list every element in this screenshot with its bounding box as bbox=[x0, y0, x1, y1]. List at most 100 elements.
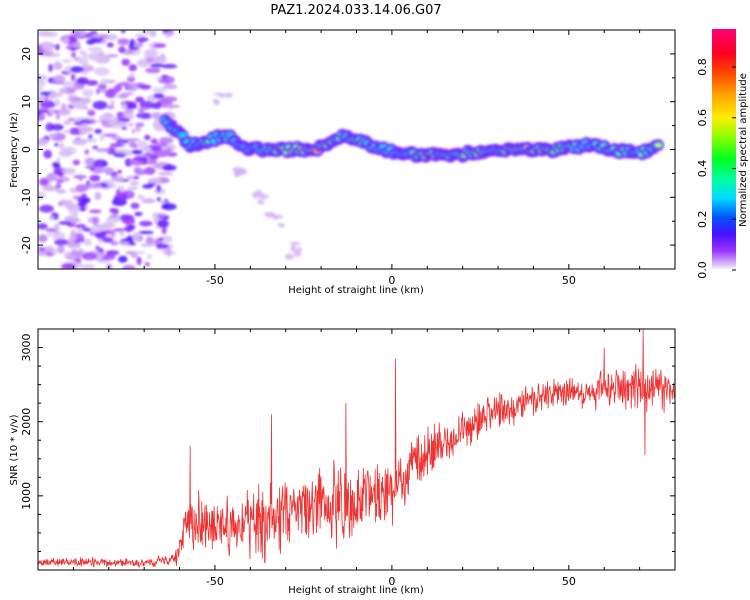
noise-blob bbox=[143, 49, 159, 57]
noise-blob bbox=[50, 124, 64, 131]
noise-blob bbox=[126, 105, 138, 109]
noise-blob bbox=[153, 43, 167, 48]
noise-blob bbox=[58, 142, 65, 150]
noise-blob bbox=[42, 245, 55, 252]
noise-blob bbox=[54, 98, 60, 107]
noise-blob bbox=[69, 47, 77, 51]
noise-blob bbox=[67, 94, 78, 103]
noise-blob bbox=[138, 230, 154, 235]
noise-blob bbox=[63, 129, 71, 134]
noise-blob bbox=[127, 224, 136, 230]
noise-blob bbox=[130, 202, 140, 209]
noise-blob bbox=[56, 157, 61, 163]
noise-blob bbox=[59, 199, 69, 206]
noise-blob bbox=[48, 63, 53, 72]
noise-blob bbox=[58, 88, 68, 94]
noise-blob bbox=[70, 229, 77, 239]
noise-blob bbox=[106, 217, 122, 223]
snr-x-label: Height of straight line (km) bbox=[288, 585, 424, 596]
noise-blob bbox=[126, 175, 134, 180]
noise-blob bbox=[83, 238, 92, 246]
noise-blob bbox=[109, 232, 117, 238]
noise-blob bbox=[162, 30, 169, 34]
noise-blob bbox=[84, 97, 92, 104]
noise-blob bbox=[139, 220, 153, 227]
noise-blob bbox=[61, 167, 76, 175]
y-tick-label: -10 bbox=[20, 188, 33, 206]
y-tick-label: -20 bbox=[20, 236, 33, 254]
spectrogram-heatmap bbox=[38, 30, 665, 269]
noise-blob bbox=[121, 30, 126, 34]
noise-blob bbox=[127, 82, 139, 92]
noise-blob bbox=[109, 183, 117, 188]
x-tick-label: 0 bbox=[388, 274, 395, 287]
noise-blob bbox=[66, 36, 78, 45]
x-tick-label: 0 bbox=[388, 575, 395, 588]
noise-blob bbox=[153, 92, 165, 99]
tail-blob bbox=[224, 92, 233, 98]
noise-blob bbox=[54, 223, 60, 232]
noise-blob bbox=[161, 226, 167, 235]
noise-blob bbox=[38, 234, 48, 243]
noise-blob bbox=[95, 245, 100, 250]
noise-blob bbox=[72, 85, 85, 90]
snr-frame bbox=[37, 328, 676, 571]
noise-blob bbox=[79, 206, 87, 212]
noise-blob bbox=[156, 197, 161, 202]
tail-blob bbox=[213, 92, 223, 96]
noise-blob bbox=[38, 95, 47, 101]
noise-blob bbox=[39, 91, 53, 96]
colorbar: 0.0 0.2 0.4 0.6 0.8 Normalized spectral ampl… bbox=[696, 29, 749, 279]
noise-blob bbox=[70, 42, 80, 47]
noise-blob bbox=[75, 184, 89, 193]
noise-blob bbox=[144, 166, 156, 175]
noise-blob bbox=[127, 122, 134, 127]
noise-blob bbox=[81, 263, 95, 269]
y-tick-label: 0 bbox=[20, 146, 33, 153]
noise-blob bbox=[82, 89, 94, 97]
noise-blob bbox=[150, 63, 165, 68]
noise-blob bbox=[109, 143, 124, 148]
noise-blob bbox=[89, 174, 101, 182]
noise-blob bbox=[165, 32, 172, 38]
colorbar-tick-label: 0.6 bbox=[696, 109, 709, 127]
noise-blob bbox=[146, 57, 154, 63]
noise-blob bbox=[89, 167, 95, 171]
noise-blob bbox=[92, 100, 108, 110]
noise-blob bbox=[156, 184, 162, 193]
noise-blob bbox=[110, 100, 115, 106]
noise-blob bbox=[49, 108, 56, 115]
noise-blob bbox=[119, 92, 134, 96]
noise-blob bbox=[39, 247, 46, 252]
noise-blob bbox=[129, 72, 135, 78]
noise-blob bbox=[129, 253, 138, 257]
noise-blob bbox=[55, 183, 62, 189]
noise-blob bbox=[70, 66, 84, 73]
noise-blob bbox=[117, 241, 131, 246]
noise-blob bbox=[92, 145, 99, 150]
noise-blob bbox=[158, 237, 164, 241]
noise-blob bbox=[121, 58, 130, 66]
tail-blob bbox=[256, 189, 262, 194]
noise-blob bbox=[39, 178, 49, 186]
noise-blob bbox=[152, 112, 163, 120]
noise-blob bbox=[95, 148, 111, 153]
noise-blob bbox=[71, 51, 76, 58]
spectrogram-blobs bbox=[38, 30, 665, 269]
noise-blob bbox=[63, 119, 72, 126]
x-tick-label: 50 bbox=[562, 575, 576, 588]
y-tick-label: 10 bbox=[20, 95, 33, 109]
noise-blob bbox=[49, 92, 63, 98]
noise-blob bbox=[110, 240, 118, 246]
noise-blob bbox=[118, 46, 126, 54]
noise-blob bbox=[121, 126, 127, 130]
noise-blob bbox=[135, 122, 145, 127]
noise-blob bbox=[82, 227, 92, 232]
noise-blob bbox=[119, 231, 125, 236]
snr-series-line bbox=[38, 329, 675, 568]
noise-blob bbox=[57, 108, 71, 116]
noise-blob bbox=[61, 263, 76, 269]
noise-blob bbox=[69, 127, 81, 135]
noise-blob bbox=[100, 78, 110, 85]
noise-blob bbox=[99, 113, 115, 123]
